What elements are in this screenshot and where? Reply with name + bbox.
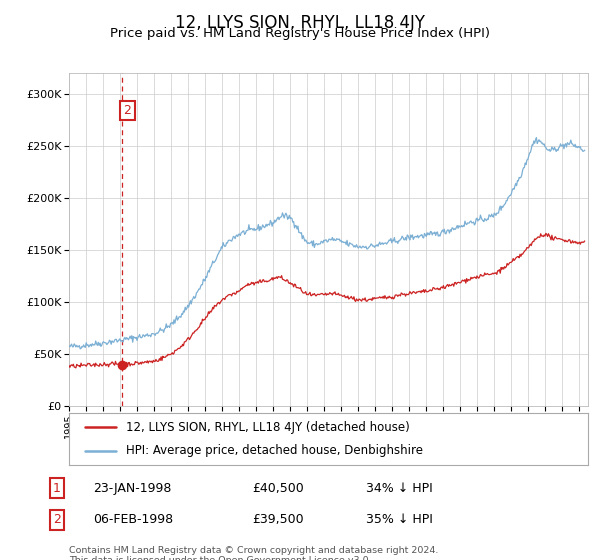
Text: 1: 1	[53, 482, 61, 495]
Text: 2: 2	[53, 513, 61, 526]
Text: £39,500: £39,500	[252, 513, 304, 526]
Text: 06-FEB-1998: 06-FEB-1998	[93, 513, 173, 526]
Text: 12, LLYS SION, RHYL, LL18 4JY (detached house): 12, LLYS SION, RHYL, LL18 4JY (detached …	[126, 421, 410, 433]
Text: Price paid vs. HM Land Registry's House Price Index (HPI): Price paid vs. HM Land Registry's House …	[110, 27, 490, 40]
Text: 2: 2	[124, 104, 131, 117]
Text: Contains HM Land Registry data © Crown copyright and database right 2024.
This d: Contains HM Land Registry data © Crown c…	[69, 546, 439, 560]
Text: 35% ↓ HPI: 35% ↓ HPI	[366, 513, 433, 526]
Text: HPI: Average price, detached house, Denbighshire: HPI: Average price, detached house, Denb…	[126, 445, 423, 458]
Text: 23-JAN-1998: 23-JAN-1998	[93, 482, 172, 495]
Text: 12, LLYS SION, RHYL, LL18 4JY: 12, LLYS SION, RHYL, LL18 4JY	[175, 14, 425, 32]
Text: 34% ↓ HPI: 34% ↓ HPI	[366, 482, 433, 495]
Text: £40,500: £40,500	[252, 482, 304, 495]
